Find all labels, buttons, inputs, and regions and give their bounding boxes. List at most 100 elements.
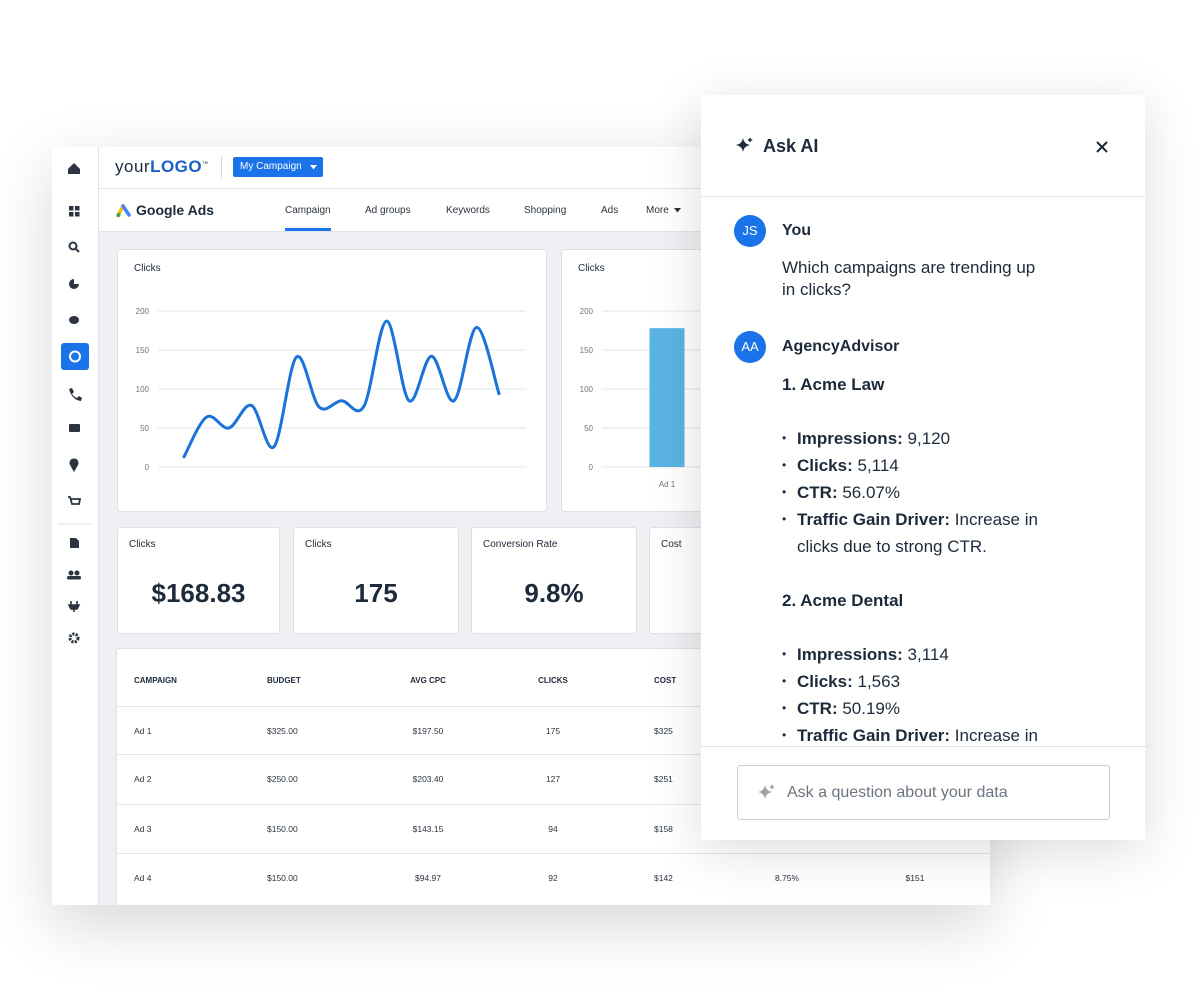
chart-title: Clicks — [578, 263, 605, 274]
item-label: Impressions: — [797, 428, 903, 448]
item-label: CTR: — [797, 482, 838, 502]
table-cell: $143.15 — [412, 824, 444, 834]
sidebar — [52, 147, 99, 905]
answer-item: Impressions: 9,120 — [782, 425, 1082, 452]
answer-item: Clicks: 5,114 — [782, 452, 1082, 479]
item-text: 1,563 — [857, 671, 901, 691]
assistant-message: 1. Acme LawImpressions: 9,120Clicks: 5,1… — [782, 371, 1082, 746]
y-tick-label: 100 — [136, 385, 150, 394]
y-tick-label: 0 — [589, 463, 594, 472]
column-header: CAMPAIGN — [134, 676, 177, 685]
table-cell: $197.50 — [412, 726, 444, 736]
dashboards-icon[interactable] — [69, 206, 80, 217]
nav-tab[interactable]: Shopping — [524, 205, 567, 216]
dropdown-caret — [310, 165, 317, 170]
table-cell: Ad 3 — [134, 824, 152, 834]
question-input[interactable]: Ask a question about your data — [737, 765, 1110, 820]
y-tick-label: 50 — [140, 424, 149, 433]
ask-ai-panel: Ask AI JS You Which campaigns are trendi… — [701, 95, 1149, 840]
item-label: Traffic Gain Driver: — [797, 509, 951, 529]
platform-name: Google Ads — [136, 202, 215, 218]
mail-icon[interactable] — [69, 424, 80, 432]
answer-item: Impressions: 3,114 — [782, 641, 1082, 668]
item-label: Clicks: — [797, 455, 853, 475]
campaign-dropdown[interactable]: My Campaign — [233, 157, 323, 177]
logo-main: LOGO — [150, 157, 203, 176]
item-label: Clicks: — [797, 671, 853, 691]
input-sparkle-icon — [758, 784, 775, 799]
table-cell: $203.40 — [412, 774, 444, 784]
chart-title: Clicks — [134, 263, 161, 274]
table-cell: $250.00 — [267, 774, 298, 784]
active-icon[interactable] — [61, 343, 89, 370]
item-text: 9,120 — [907, 428, 951, 448]
x-tick-label: Ad 1 — [659, 480, 676, 489]
user-message: Which campaigns are trending up in click… — [782, 258, 1036, 299]
table-cell: $151 — [905, 873, 925, 883]
users-icon[interactable] — [67, 570, 81, 580]
table-cell: 8.75% — [774, 873, 800, 883]
header-separator — [221, 156, 222, 179]
kpi-card: Conversion Rate 9.8% — [471, 527, 637, 634]
panel-title: Ask AI — [763, 136, 819, 156]
user-name: You — [782, 222, 812, 239]
item-text: Increase in — [954, 725, 1038, 745]
cart-icon[interactable] — [68, 496, 82, 505]
location-icon[interactable] — [69, 458, 79, 472]
panel-divider — [701, 196, 1145, 197]
kpi-label: Clicks — [305, 539, 332, 550]
input-placeholder: Ask a question about your data — [787, 784, 1008, 801]
logo: yourLOGO™ — [115, 157, 209, 177]
table-cell: $150.00 — [267, 824, 298, 834]
input-divider — [701, 746, 1149, 747]
item-text: Increase in clicks due to strong CTR. — [797, 509, 1038, 556]
row-divider — [117, 754, 990, 755]
item-label: Traffic Gain Driver: — [797, 725, 951, 745]
line-chart-card: Clicks 0 50 100 150 200 — [117, 249, 547, 512]
kpi-value: 9.8% — [524, 578, 584, 608]
search-icon[interactable] — [68, 241, 80, 253]
nav-tab[interactable]: Ads — [601, 205, 619, 216]
table-cell: Ad 2 — [134, 774, 152, 784]
nav-tab[interactable]: Campaign — [285, 205, 331, 216]
column-header: COST — [654, 676, 677, 685]
table-cell: $325.00 — [267, 726, 298, 736]
active-tab-underline — [285, 228, 331, 231]
phone-icon[interactable] — [69, 388, 82, 401]
chat-icon[interactable] — [69, 316, 79, 324]
kpi-label: Clicks — [129, 539, 156, 550]
table-cell: 92 — [548, 873, 558, 883]
column-header: AVG CPC — [410, 676, 446, 685]
table-cell: 94 — [548, 824, 558, 834]
item-text: 5,114 — [857, 455, 899, 475]
user-avatar: JS — [734, 215, 766, 247]
conversation: JS You Which campaigns are trending up i… — [701, 197, 1145, 745]
nav-tab[interactable]: Ad groups — [365, 205, 411, 216]
kpi-card: Clicks 175 — [293, 527, 459, 634]
answer-heading: 2. Acme Dental — [782, 590, 904, 610]
close-button[interactable] — [1096, 141, 1108, 153]
assistant-avatar: AA — [734, 331, 766, 363]
reports-icon[interactable] — [69, 279, 79, 289]
nav-tab[interactable]: More — [646, 205, 682, 216]
line-series — [182, 319, 501, 459]
y-tick-label: 0 — [145, 463, 150, 472]
item-text: 56.07% — [842, 482, 901, 502]
table-cell: $251 — [654, 774, 673, 784]
assistant-name: AgencyAdvisor — [782, 338, 900, 355]
logo-mark: ™ — [202, 161, 209, 168]
home-icon[interactable] — [68, 163, 80, 174]
plug-icon[interactable] — [67, 601, 81, 612]
table-cell: $158 — [654, 824, 673, 834]
document-icon[interactable] — [70, 538, 79, 548]
answer-item: CTR: 50.19% — [782, 695, 1082, 722]
item-label: Impressions: — [797, 644, 903, 664]
y-tick-label: 50 — [584, 424, 593, 433]
answer-list: Impressions: 3,114 Clicks: 1,563 CTR: 50.1… — [782, 641, 1082, 746]
nav-tab[interactable]: Keywords — [446, 205, 490, 216]
campaign-dropdown-label: My Campaign — [240, 161, 302, 172]
settings-icon[interactable] — [68, 632, 80, 644]
kpi-label: Cost — [661, 539, 682, 550]
kpi-value: $168.83 — [151, 578, 246, 608]
